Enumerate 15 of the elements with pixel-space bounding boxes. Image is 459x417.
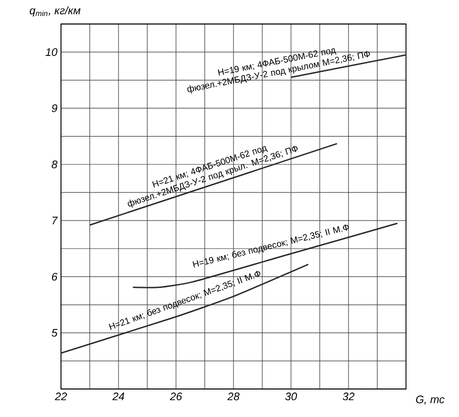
x-tick-label: 30 [285,392,298,400]
x-axis-title: G, тс [416,396,444,405]
x-tick-label: 32 [342,392,354,400]
y-tick-label: 10 [46,48,58,56]
x-tick-label: 22 [54,392,67,400]
text: Н=19 км; без подвесок; М=2,35; II М.Ф [192,224,349,268]
x-tick-label: 28 [227,392,240,400]
y-tick-label: 7 [52,216,58,224]
y-tick-label: 9 [52,104,58,112]
y-tick-label: 5 [52,329,58,337]
x-tick-label: 24 [112,392,124,400]
y-tick-label: 6 [52,272,58,281]
y-axis-title: q$_{min}$, кг/км [30,6,80,16]
y-tick-label: 8 [52,160,58,168]
x-tick-label: 26 [170,392,182,400]
